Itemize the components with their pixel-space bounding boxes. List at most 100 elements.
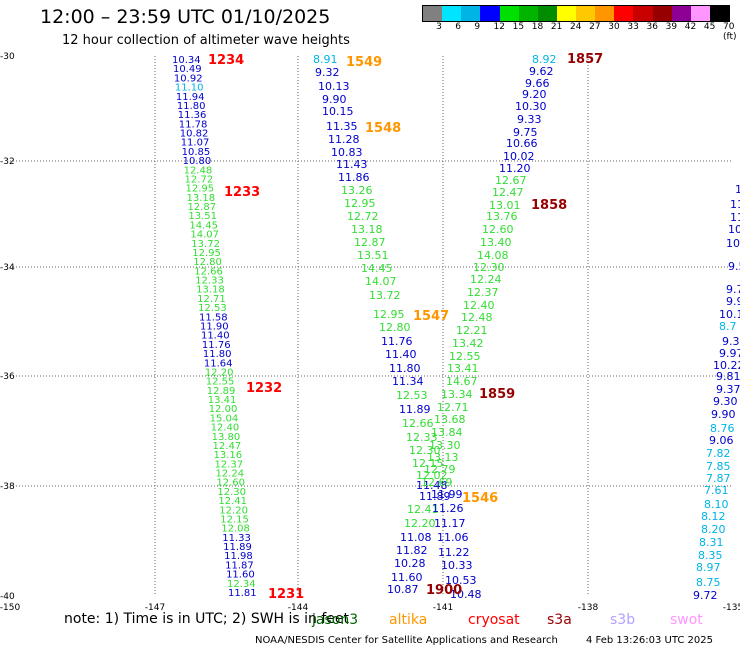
footer-note: note: 1) Time is in UTC; 2) SWH is in fe… [64,611,350,627]
wave-height-value: 11.80 [177,101,206,112]
wave-height-value: 11.20 [499,162,531,175]
wave-height-value: 10.48 [450,588,482,601]
wave-height-value: 12.60 [482,223,514,236]
wave-height-value: 12.55 [206,377,235,388]
wave-height-value: 12.30 [217,487,246,498]
longitude-tick-label: -135 [723,603,740,610]
wave-height-value: 11.43 [336,158,368,171]
satellite-legend-s3b: s3b [610,612,636,628]
wave-height-value: 8.97 [696,561,721,574]
time-label: 1547 [413,309,449,324]
legend-label: 30 [608,22,620,32]
wave-height-value: 12.79 [424,463,456,476]
wave-height-value: 12.71 [197,294,226,305]
wave-height-value: 7.82 [706,447,731,460]
wave-height-value: 12.02 [416,469,448,482]
wave-height-value: 11.64 [204,358,233,369]
wave-height-value: 12.33 [195,276,224,287]
wave-height-value: 9.90 [322,93,347,106]
wave-height-value: 9.34 [722,335,740,348]
wave-height-value: 9.62 [529,65,554,78]
wave-height-value: 13.42 [452,337,484,350]
wave-height-value: 9.81 [716,370,740,383]
wave-height-value: 11 [730,211,740,224]
wave-height-value: 11.26 [432,502,464,515]
wave-height-value: 12.41 [218,496,247,507]
wave-height-value: 11.08 [400,531,432,544]
wave-height-value: 9.90 [711,408,736,421]
wave-height-value: 15.04 [210,413,239,424]
wave-height-value: 10.02 [503,150,535,163]
wave-height-value: 13.16 [214,450,243,461]
wave-height-value: 8.20 [701,523,726,536]
map-ticks: -30 -32 -34 -36 -38 -40-150 -147 -144 -141 -138 -1… [0,52,740,610]
wave-height-value: 8.31 [699,536,724,549]
wave-height-value: 11.60 [226,570,255,581]
wave-height-value: 8.75 [696,576,721,589]
wave-height-value: 9.97 [719,347,740,360]
wave-height-value: 8.12 [701,510,726,523]
wave-height-value: 9.32 [315,66,340,79]
time-label: 1900 [426,583,462,598]
wave-height-value: 8.76 [710,422,735,435]
time-label: 1233 [224,185,260,200]
wave-height-value: 12.80 [379,321,411,334]
time-label: 1548 [365,121,401,136]
wave-height-value: 10 [728,223,740,236]
wave-height-value: 13.68 [434,413,466,426]
wave-height-value: 11.76 [202,340,231,351]
time-label: 1857 [567,52,603,67]
wave-height-value: 10.85 [182,147,211,158]
wave-height-value: 11.06 [437,531,469,544]
wave-height-value: 11.80 [389,362,421,375]
time-label: 1549 [346,55,382,70]
wave-height-value: 10.82 [180,129,209,140]
time-label: 1858 [531,198,567,213]
wave-height-value: 13.72 [369,289,401,302]
wave-height-value: 12.95 [344,197,376,210]
wave-height-value: 12.72 [347,210,379,223]
wave-height-value: 13.84 [431,426,463,439]
wave-height-value: 12.95 [192,248,221,259]
wave-height-value: 9.9 [726,295,740,308]
legend-label: 24 [570,22,582,32]
wave-height-value: 12.95 [373,308,405,321]
wave-height-value: 11.35 [326,120,358,133]
wave-height-value: 12.30 [409,444,441,457]
wave-height-value: 10.33 [441,559,473,572]
wave-height-value: 8.7 [719,320,737,333]
legend-label: 12 [493,22,505,32]
time-labels: 1234 1233 1232 1231 1549 1548 1547 1546 1857 1858… [208,52,603,602]
wave-height-value: 11.89 [419,490,451,503]
legend-label: 3 [436,22,442,32]
wave-height-value: 10.92 [174,73,203,84]
satellite-legend-cryosat: cryosat [468,612,520,628]
wave-height-value: 12.55 [449,350,481,363]
wave-height-value: 8.10 [704,498,729,511]
wave-height-value: 12.60 [216,478,245,489]
wave-height-value: 11.89 [399,403,431,416]
legend-swatch [461,6,481,21]
map-title: 12:00 – 23:59 UTC 01/10/2025 [40,6,331,28]
legend-swatch [518,6,538,21]
wave-height-value: 10.66 [506,137,538,150]
wave-height-value: 12.48 [184,165,213,176]
wave-height-value: 11.48 [416,479,448,492]
legend-swatch [652,6,672,21]
wave-height-value: 12.87 [187,202,216,213]
legend-swatch [537,6,557,21]
satellite-legend-jason3: jason3 [312,612,359,628]
legend-swatch [442,6,462,21]
wave-height-value: 11.87 [225,560,254,571]
wave-height-value: 10.49 [173,64,202,75]
wave-height-value: 10.80 [183,156,212,167]
wave-height-value: 12.24 [215,469,244,480]
wave-height-labels: 10.3410.4910.9211.1011.9411.8011.3611.78… [172,53,740,602]
wave-height-value: 12.21 [456,324,488,337]
latitude-tick-label: -40 [0,592,15,602]
wave-height-value: 11.86 [338,171,370,184]
wave-height-value: 11.78 [179,119,208,130]
latitude-tick-label: -36 [0,372,15,382]
legend-swatch [556,6,576,21]
wave-height-value: 12.89 [207,386,236,397]
